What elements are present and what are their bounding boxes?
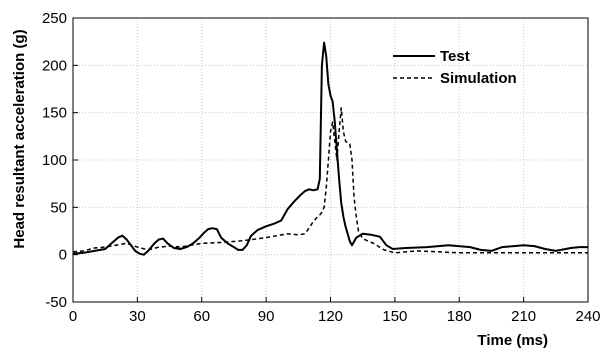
x-tick-label: 180 xyxy=(447,308,472,325)
x-tick-label: 0 xyxy=(69,308,77,325)
x-axis-label: Time (ms) xyxy=(477,332,548,349)
legend-label-test: Test xyxy=(440,48,470,65)
legend-label-simulation: Simulation xyxy=(440,70,517,87)
x-tick-label: 90 xyxy=(258,308,275,325)
y-tick-label: 250 xyxy=(42,10,67,27)
legend: Test Simulation xyxy=(393,48,517,87)
x-tick-label: 210 xyxy=(511,308,536,325)
x-tick-label: 30 xyxy=(129,308,146,325)
series-line-simulation xyxy=(72,107,588,254)
series-line-test xyxy=(72,41,588,256)
y-tick-label: -50 xyxy=(45,294,67,311)
grid-lines xyxy=(73,18,588,302)
series-layer xyxy=(72,41,588,256)
x-tick-label: 120 xyxy=(318,308,343,325)
y-tick-label: 100 xyxy=(42,152,67,169)
x-tick-label: 150 xyxy=(382,308,407,325)
y-tick-label: 50 xyxy=(50,199,67,216)
y-axis-label: Head resultant acceleration (g) xyxy=(11,29,28,248)
y-tick-label: 0 xyxy=(59,247,67,264)
x-tick-label: 240 xyxy=(575,308,600,325)
x-tick-label: 60 xyxy=(193,308,210,325)
y-tick-label: 200 xyxy=(42,57,67,74)
y-tick-label: 150 xyxy=(42,105,67,122)
